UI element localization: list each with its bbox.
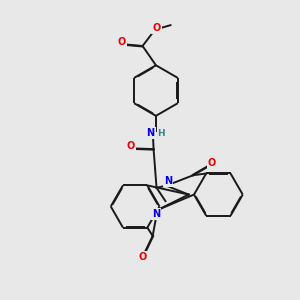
Text: H: H bbox=[158, 129, 165, 138]
Text: O: O bbox=[118, 37, 126, 46]
Text: O: O bbox=[152, 23, 161, 33]
Text: O: O bbox=[138, 252, 146, 262]
Text: O: O bbox=[127, 141, 135, 151]
Text: N: N bbox=[152, 208, 160, 219]
Text: N: N bbox=[146, 128, 155, 138]
Text: N: N bbox=[164, 176, 172, 186]
Text: O: O bbox=[208, 158, 216, 168]
